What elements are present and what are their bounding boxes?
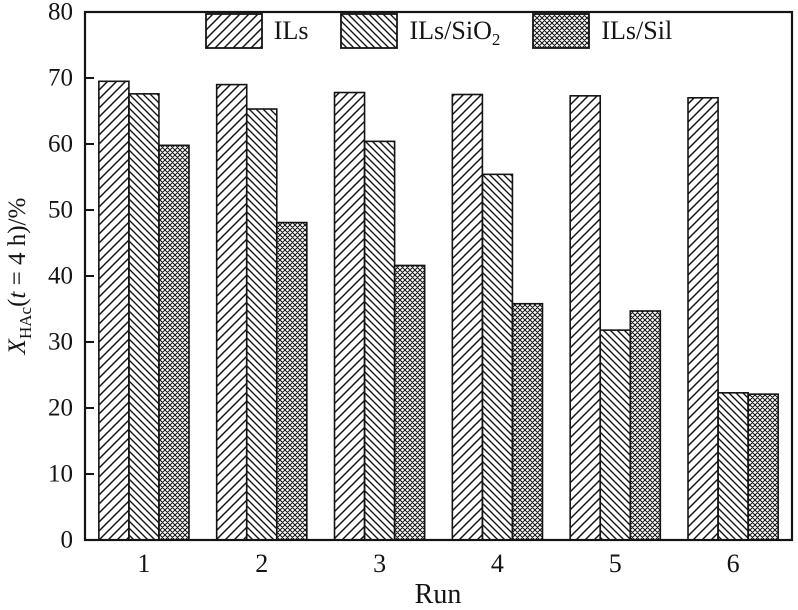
y-tick-label: 50 [48, 197, 73, 224]
x-tick-label: 1 [137, 549, 150, 578]
bar-ils-sio-run-5 [599, 329, 632, 541]
bar-ils-sil-run-2 [275, 221, 308, 541]
bar-ils-sil-run-5 [629, 310, 662, 541]
bar-ils-run-6 [687, 97, 719, 541]
plot-area: 0 10 20 30 40 50 60 70 80 1 2 3 4 5 6 [48, 0, 794, 578]
bar-ils-run-2 [215, 83, 248, 541]
y-tick-label: 80 [48, 0, 73, 26]
y-tick-label: 20 [48, 395, 73, 422]
bar-ils-sil-run-6 [747, 393, 779, 541]
y-tick-label: 40 [48, 263, 73, 290]
x-tick-label: 6 [727, 549, 740, 578]
bar-ils-run-4 [451, 93, 484, 541]
x-tick-label: 4 [491, 549, 504, 578]
svg-text:XHAc(t = 4 h)/%: XHAc(t = 4 h)/% [4, 198, 35, 356]
x-tick-label: 3 [373, 549, 386, 578]
x-tick-label: 5 [609, 549, 622, 578]
bar-ils-sil-run-4 [511, 302, 544, 541]
x-axis-label: Run [415, 579, 462, 610]
bar-ils-sio-run-6 [717, 392, 749, 541]
bar-ils-sio-run-2 [245, 108, 278, 541]
bar-ils-run-1 [98, 80, 130, 541]
bar-ils-sio-run-3 [363, 140, 396, 541]
bar-ils-sil-run-1 [158, 144, 190, 541]
y-tick-label: 10 [48, 461, 73, 488]
y-tick-label: 60 [48, 131, 73, 158]
y-tick-label: 70 [48, 65, 73, 92]
plot-frame [83, 10, 794, 542]
bar-ils-run-5 [569, 95, 602, 541]
bar-ils-sil-run-3 [393, 264, 426, 541]
y-tick-label: 30 [48, 329, 73, 356]
y-axis-label: XHAc(t = 4 h)/% [4, 198, 35, 356]
x-tick-label: 2 [255, 549, 268, 578]
bar-ils-sio-run-4 [481, 173, 514, 541]
bar-ils-sio-run-1 [128, 93, 160, 541]
bar-ils-run-3 [333, 91, 366, 541]
y-tick-label: 0 [61, 527, 74, 554]
